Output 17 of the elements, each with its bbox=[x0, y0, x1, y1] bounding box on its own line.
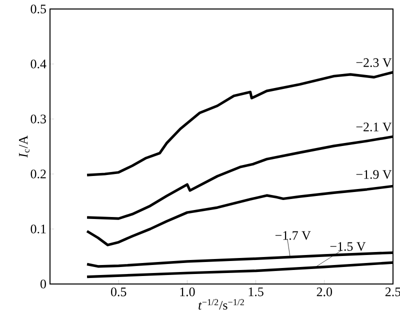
x-tick-label: 0.5 bbox=[111, 288, 126, 296]
y-axis-title: I$_{c}$/A bbox=[19, 135, 30, 158]
x-axis-title: t$^{−1/2}$/s$^{−1/2}$ bbox=[198, 299, 244, 310]
x-tick-label: 2.0 bbox=[316, 288, 332, 296]
x-tick-label: 1.0 bbox=[180, 288, 195, 296]
y-tick-label: 0 bbox=[40, 280, 46, 288]
y-tick-label: 0.1 bbox=[30, 224, 46, 234]
y-tick-label: 0.3 bbox=[30, 114, 46, 124]
series-label: −1.9 V bbox=[356, 170, 392, 179]
series-label: −2.3 V bbox=[356, 58, 392, 68]
x-tick-label: 1.5 bbox=[248, 288, 264, 296]
y-tick-label: 0.5 bbox=[30, 4, 46, 14]
series-label: −2.1 V bbox=[356, 122, 392, 132]
series-label: −1.7 V bbox=[275, 231, 311, 240]
y-tick-label: 0.4 bbox=[30, 60, 46, 68]
series-label: −1.5 V bbox=[330, 242, 366, 251]
y-tick-label: 0.2 bbox=[30, 170, 46, 178]
